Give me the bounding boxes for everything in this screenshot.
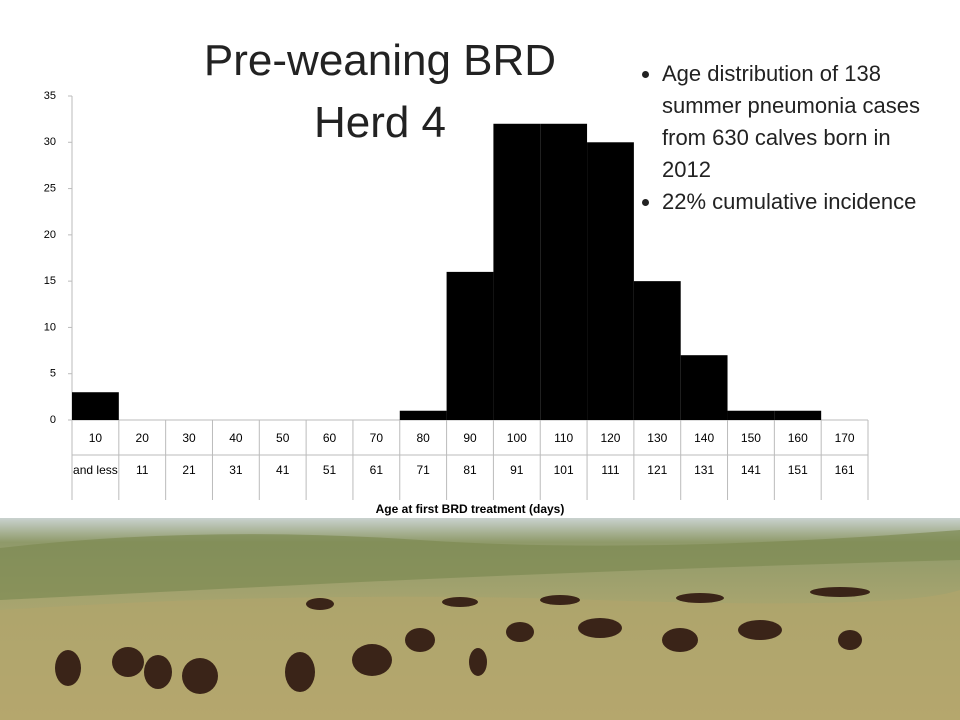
x-tick-label: 10 <box>88 431 103 445</box>
x-tick-sublabel: 161 <box>834 463 855 477</box>
bar <box>680 355 728 420</box>
bar <box>446 271 494 420</box>
slide-title: Pre-weaning BRD Herd 4 <box>203 36 557 147</box>
x-tick-sublabel: 151 <box>787 463 808 477</box>
x-tick-sublabel: 91 <box>510 463 524 477</box>
x-tick-label: 30 <box>182 431 196 445</box>
x-tick-label: 80 <box>416 431 430 445</box>
y-tick-label: 30 <box>44 136 56 148</box>
x-tick-sublabel: 31 <box>229 463 243 477</box>
x-tick-sublabel: and less <box>73 463 118 477</box>
y-tick-label: 0 <box>50 414 56 426</box>
x-tick-sublabel: 111 <box>601 463 620 477</box>
bar <box>633 281 681 420</box>
x-tick-label: 40 <box>229 431 243 445</box>
x-tick-sublabel: 121 <box>647 463 668 477</box>
y-tick-label: 10 <box>44 321 56 333</box>
bar <box>72 392 119 420</box>
x-axis-label: Age at first BRD treatment (days) <box>375 502 565 516</box>
bar <box>774 410 822 420</box>
x-tick-label: 20 <box>135 431 149 445</box>
x-tick-sublabel: 141 <box>740 463 761 477</box>
bar <box>399 410 447 420</box>
y-tick-label: 35 <box>44 90 56 102</box>
x-tick-label: 130 <box>647 431 668 445</box>
bar <box>727 410 775 420</box>
x-tick-label: 90 <box>463 431 477 445</box>
x-tick-sublabel: 21 <box>182 463 196 477</box>
x-tick-sublabel: 81 <box>463 463 477 477</box>
x-tick-label: 60 <box>322 431 337 445</box>
y-tick-label: 15 <box>44 275 56 287</box>
x-tick-label: 110 <box>554 431 574 445</box>
x-tick-label: 70 <box>369 431 384 445</box>
x-tick-sublabel: 131 <box>694 463 715 477</box>
x-tick-label: 100 <box>506 431 527 445</box>
x-tick-label: 170 <box>834 431 855 445</box>
y-tick-label: 25 <box>44 182 56 194</box>
y-tick-label: 5 <box>50 368 56 380</box>
bullet: Age distribution of 138 summer pneumonia… <box>662 58 934 186</box>
x-tick-sublabel: 51 <box>322 463 337 477</box>
y-tick-label: 20 <box>44 229 56 241</box>
x-tick-label: 150 <box>740 431 761 445</box>
x-tick-label: 140 <box>694 431 715 445</box>
x-tick-sublabel: 41 <box>276 463 290 477</box>
x-tick-sublabel: 71 <box>416 463 430 477</box>
bar <box>587 142 634 421</box>
bar <box>493 123 541 421</box>
background-photo <box>0 518 960 720</box>
x-tick-label: 160 <box>787 431 808 445</box>
x-tick-label: 120 <box>600 431 621 445</box>
x-tick-sublabel: 101 <box>553 463 574 477</box>
x-tick-label: 50 <box>276 431 290 445</box>
bullet: 22% cumulative incidence <box>662 186 934 218</box>
bullet-list: Age distribution of 138 summer pneumonia… <box>638 58 934 218</box>
x-tick-sublabel: 11 <box>136 463 149 477</box>
x-tick-sublabel: 61 <box>369 463 384 477</box>
bar <box>540 123 588 421</box>
